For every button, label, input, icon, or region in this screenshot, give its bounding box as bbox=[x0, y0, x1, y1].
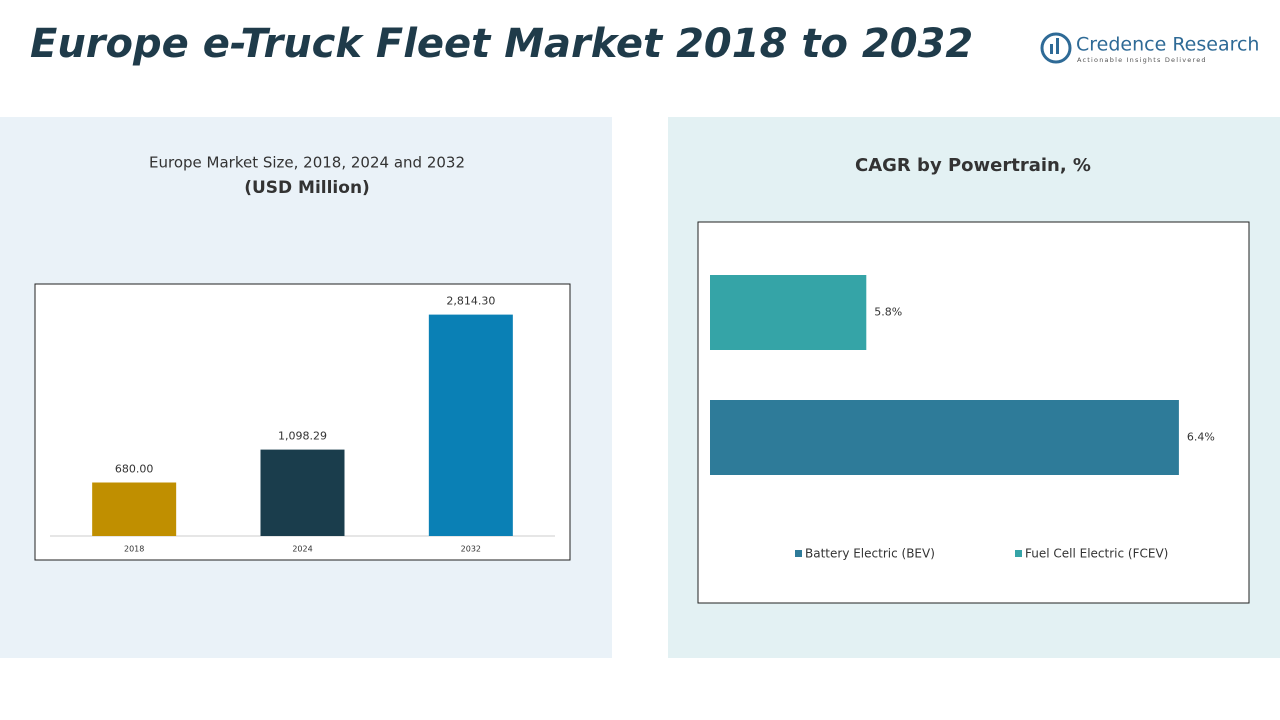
x-tick-label: 2032 bbox=[461, 545, 481, 554]
value-label: 680.00 bbox=[115, 463, 154, 476]
logo: Credence Research Actionable Insights De… bbox=[1040, 32, 1259, 64]
bar bbox=[710, 400, 1179, 475]
bar bbox=[260, 449, 345, 536]
legend-label: Fuel Cell Electric (FCEV) bbox=[1025, 547, 1168, 561]
logo-tagline: Actionable Insights Delivered bbox=[1077, 56, 1207, 64]
logo-text: Credence Research bbox=[1076, 34, 1259, 56]
x-tick-label: 2024 bbox=[292, 545, 312, 554]
legend-label: Battery Electric (BEV) bbox=[805, 547, 935, 561]
value-label: 2,814.30 bbox=[446, 295, 495, 308]
bar bbox=[92, 482, 177, 536]
legend-swatch bbox=[795, 550, 802, 557]
logo-icon bbox=[1056, 38, 1059, 54]
chart-title: Europe Market Size, 2018, 2024 and 2032 bbox=[149, 154, 465, 172]
chart-title: CAGR by Powertrain, % bbox=[855, 155, 1091, 176]
logo-icon bbox=[1050, 44, 1053, 54]
bar bbox=[710, 275, 867, 350]
logo-icon bbox=[1040, 32, 1072, 64]
legend-swatch bbox=[1015, 550, 1022, 557]
value-label: 1,098.29 bbox=[278, 430, 327, 443]
chart-subtitle: (USD Million) bbox=[244, 178, 370, 198]
value-label: 6.4% bbox=[1187, 431, 1215, 444]
bar bbox=[428, 314, 513, 536]
x-tick-label: 2018 bbox=[124, 545, 144, 554]
value-label: 5.8% bbox=[874, 306, 902, 319]
page-title: Europe e-Truck Fleet Market 2018 to 2032 bbox=[30, 21, 973, 67]
